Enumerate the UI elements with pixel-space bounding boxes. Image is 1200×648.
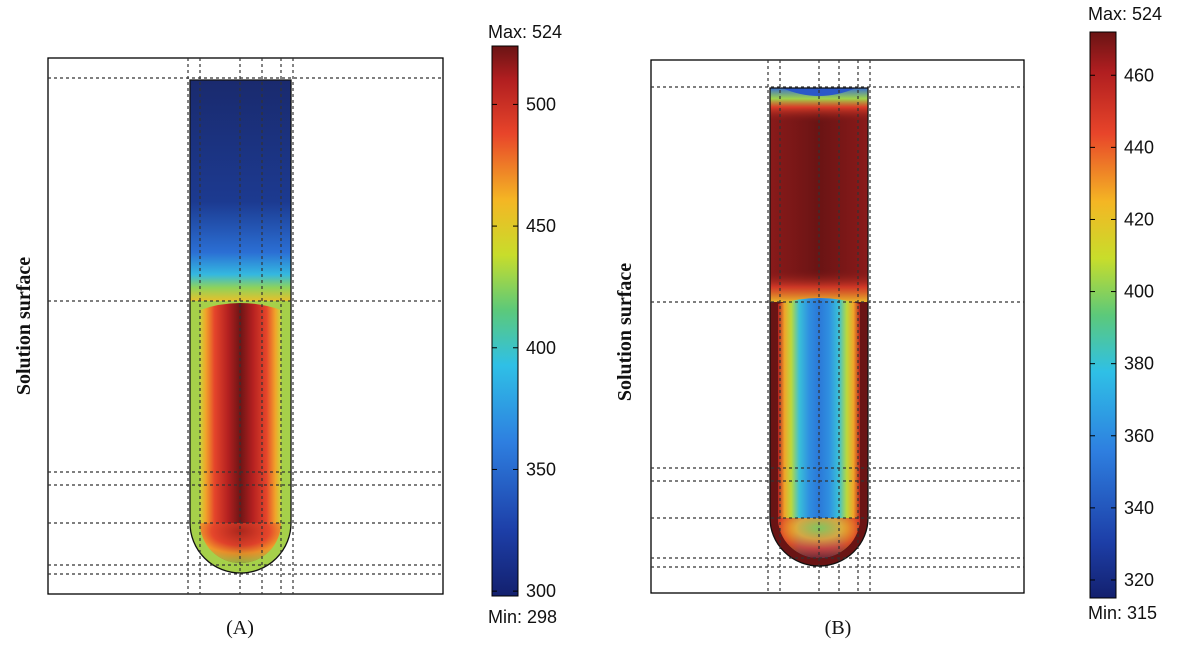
panel-a-colorbar: Max: 524 Min: 298 300 350 400 450 500 bbox=[488, 22, 562, 627]
colorbar-tick-label: 350 bbox=[526, 459, 556, 479]
panel-b-colorbar: Max: 524 Min: 315 320 340 360 380 400 420 440 4… bbox=[1088, 4, 1162, 623]
colorbar-tick-label: 300 bbox=[526, 581, 556, 601]
panel-a-grid-v bbox=[187, 58, 294, 594]
colorbar-tick-label: 340 bbox=[1124, 498, 1154, 518]
colorbar-tick-label: 460 bbox=[1124, 65, 1154, 85]
colorbar-tick-label: 320 bbox=[1124, 570, 1154, 590]
panel-a-max-label: Max: 524 bbox=[488, 22, 562, 42]
colorbar-tick-label: 450 bbox=[526, 216, 556, 236]
panel-b-caption: (B) bbox=[825, 617, 852, 639]
panel-b-min-label: Min: 315 bbox=[1088, 603, 1157, 623]
colorbar-tick-label: 440 bbox=[1124, 137, 1154, 157]
panel-b-grid-h bbox=[651, 86, 1024, 568]
panel-a-cap-glow bbox=[200, 523, 281, 563]
panel-b: Solution surface (B) Max: 524 Min: 315 3… bbox=[614, 4, 1162, 639]
colorbar-tick-label: 500 bbox=[526, 94, 556, 114]
colorbar-tick-label: 380 bbox=[1124, 354, 1154, 374]
panel-b-side-label: Solution surface bbox=[614, 263, 636, 401]
colorbar-tick-label: 400 bbox=[1124, 282, 1154, 302]
panel-b-colorbar-ticks: 320 340 360 380 400 420 440 460 bbox=[1090, 65, 1154, 590]
panel-a-min-label: Min: 298 bbox=[488, 607, 557, 627]
panel-b-colorbar-bar bbox=[1089, 31, 1117, 599]
panel-a: Solution surface (A) Max: 524 Min: 298 3… bbox=[13, 22, 562, 639]
panel-a-caption: (A) bbox=[226, 617, 254, 639]
panel-a-colorbar-ticks: 300 350 400 450 500 bbox=[492, 94, 556, 601]
panel-a-tube-outline bbox=[189, 79, 292, 574]
colorbar-tick-label: 420 bbox=[1124, 209, 1154, 229]
panel-b-tube-outline bbox=[769, 87, 869, 567]
panel-a-colorbar-bar bbox=[491, 45, 519, 597]
colorbar-tick-label: 400 bbox=[526, 338, 556, 358]
panel-b-max-label: Max: 524 bbox=[1088, 4, 1162, 24]
panel-b-grid-v bbox=[767, 60, 871, 593]
colorbar-tick-label: 360 bbox=[1124, 426, 1154, 446]
panel-a-side-label: Solution surface bbox=[13, 257, 35, 395]
